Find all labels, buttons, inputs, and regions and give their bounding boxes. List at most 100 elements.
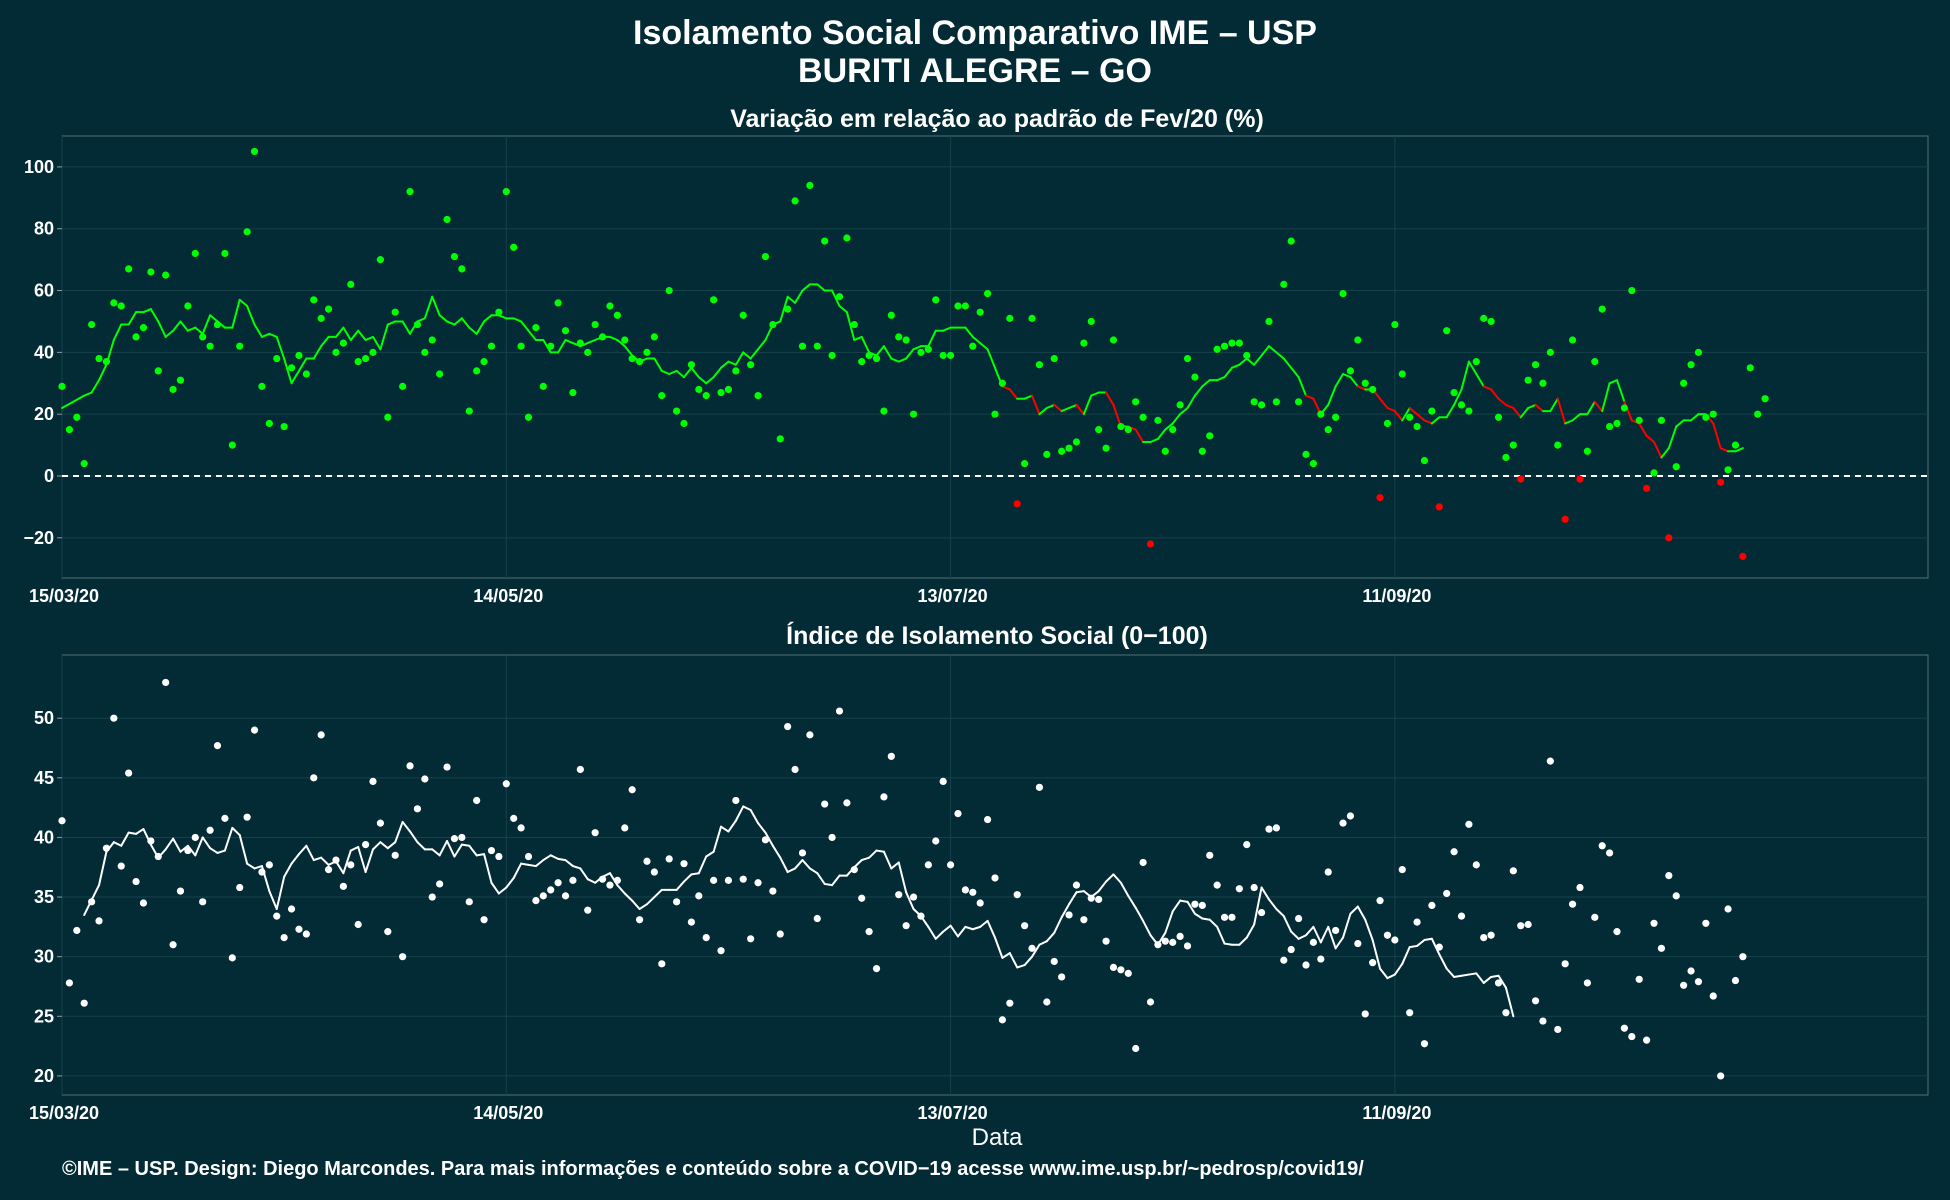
bottom-point	[354, 920, 362, 929]
bottom-ma-segment	[801, 859, 811, 870]
bottom-point	[376, 819, 385, 827]
top-ma-segment	[446, 320, 456, 326]
bottom-ma-segment	[1275, 907, 1285, 918]
top-point	[65, 426, 74, 434]
bottom-point	[465, 898, 473, 906]
top-ma-segment	[164, 329, 175, 338]
top-ma-segment	[1112, 403, 1122, 428]
bottom-point	[1080, 916, 1088, 924]
bottom-ma-segment	[475, 853, 486, 857]
bottom-point	[1132, 1044, 1140, 1053]
bottom-point	[843, 799, 851, 807]
top-ma-segment	[290, 369, 300, 385]
bottom-point	[1272, 824, 1280, 832]
bottom-ma-segment	[875, 849, 885, 853]
bottom-point	[191, 833, 199, 842]
bottom-ma-segment	[1134, 906, 1145, 922]
top-ma-segment	[986, 348, 996, 369]
bottom-point	[317, 731, 325, 739]
bottom-point	[1087, 894, 1095, 902]
bottom-ma-segment	[453, 843, 463, 858]
top-point	[561, 327, 570, 335]
bottom-point	[576, 765, 584, 774]
top-ma-segment	[616, 339, 626, 348]
bottom-ma-segment	[808, 867, 819, 875]
bottom-ma-segment	[1238, 936, 1248, 946]
top-point	[1191, 373, 1199, 381]
top-point	[273, 354, 281, 363]
top-ma-segment	[1430, 416, 1441, 425]
bottom-ma-segment	[675, 880, 685, 891]
top-point	[280, 422, 288, 431]
bottom-point	[672, 898, 681, 906]
bottom-ma-segment	[616, 884, 626, 895]
bottom-point	[1324, 868, 1332, 876]
top-point	[347, 280, 355, 288]
bottom-ma-segment	[342, 849, 352, 875]
bottom-point	[1146, 998, 1155, 1006]
top-point	[1687, 361, 1695, 369]
bottom-ma-segment	[1119, 881, 1130, 897]
top-ma-segment	[801, 283, 811, 292]
top-point	[695, 385, 703, 394]
bottom-ma-segment	[1408, 944, 1419, 949]
bottom-point	[1494, 979, 1503, 987]
bottom-ma-segment	[1142, 919, 1152, 937]
bottom-point	[1450, 848, 1458, 856]
top-point	[961, 302, 969, 310]
bottom-ma-segment	[216, 849, 226, 854]
bottom-point	[1657, 944, 1666, 952]
bottom-ma-segment	[1038, 940, 1048, 946]
bottom-point	[635, 916, 644, 924]
top-ma-segment	[260, 332, 271, 338]
bottom-point	[887, 752, 895, 760]
top-point	[784, 305, 792, 313]
bottom-ma-segment	[1016, 964, 1026, 969]
top-point	[1198, 447, 1206, 455]
bottom-ma-segment	[372, 841, 382, 851]
bottom-point	[1531, 997, 1540, 1005]
top-ma-segment	[1586, 400, 1596, 416]
top-ma-segment	[423, 295, 434, 320]
top-point	[1509, 441, 1517, 449]
bottom-ma-segment	[868, 849, 878, 859]
bottom-point	[110, 714, 118, 722]
top-ma-segment	[964, 326, 974, 338]
top-ma-segment	[742, 351, 752, 360]
top-point	[421, 348, 429, 356]
top-point	[139, 324, 148, 332]
bottom-point	[1487, 931, 1495, 939]
top-point	[443, 215, 451, 224]
top-ma-segment	[1675, 419, 1685, 428]
bottom-ma-segment	[653, 888, 663, 899]
bottom-ma-segment	[579, 867, 589, 881]
bottom-ma-segment	[557, 857, 567, 862]
bottom-ma-segment	[1371, 938, 1382, 970]
top-ma-segment	[1356, 385, 1367, 391]
bottom-ma-segment	[438, 840, 449, 857]
top-ma-segment	[1653, 441, 1663, 459]
bottom-point	[1339, 819, 1347, 827]
top-ma-segment	[1290, 366, 1300, 379]
bottom-point	[1480, 934, 1488, 942]
bottom-ma-segment	[623, 892, 634, 902]
bottom-point	[102, 844, 111, 852]
bottom-point	[1050, 957, 1058, 966]
bottom-ma-segment	[742, 805, 752, 812]
top-point	[946, 351, 955, 360]
bottom-ytick-label: 20	[34, 1066, 54, 1086]
bottom-point	[347, 861, 355, 869]
bottom-point	[1687, 967, 1695, 975]
bottom-point	[1117, 966, 1125, 974]
top-point	[1576, 475, 1584, 483]
top-point	[554, 299, 562, 307]
bottom-point	[680, 860, 688, 868]
top-point	[162, 271, 170, 279]
bottom-point	[1702, 919, 1710, 927]
bottom-ma-segment	[1001, 952, 1011, 959]
bottom-ma-segment	[942, 924, 952, 933]
top-ma-segment	[1519, 407, 1530, 419]
top-point	[1561, 515, 1569, 523]
bottom-point	[954, 809, 962, 818]
bottom-point	[1302, 961, 1310, 969]
